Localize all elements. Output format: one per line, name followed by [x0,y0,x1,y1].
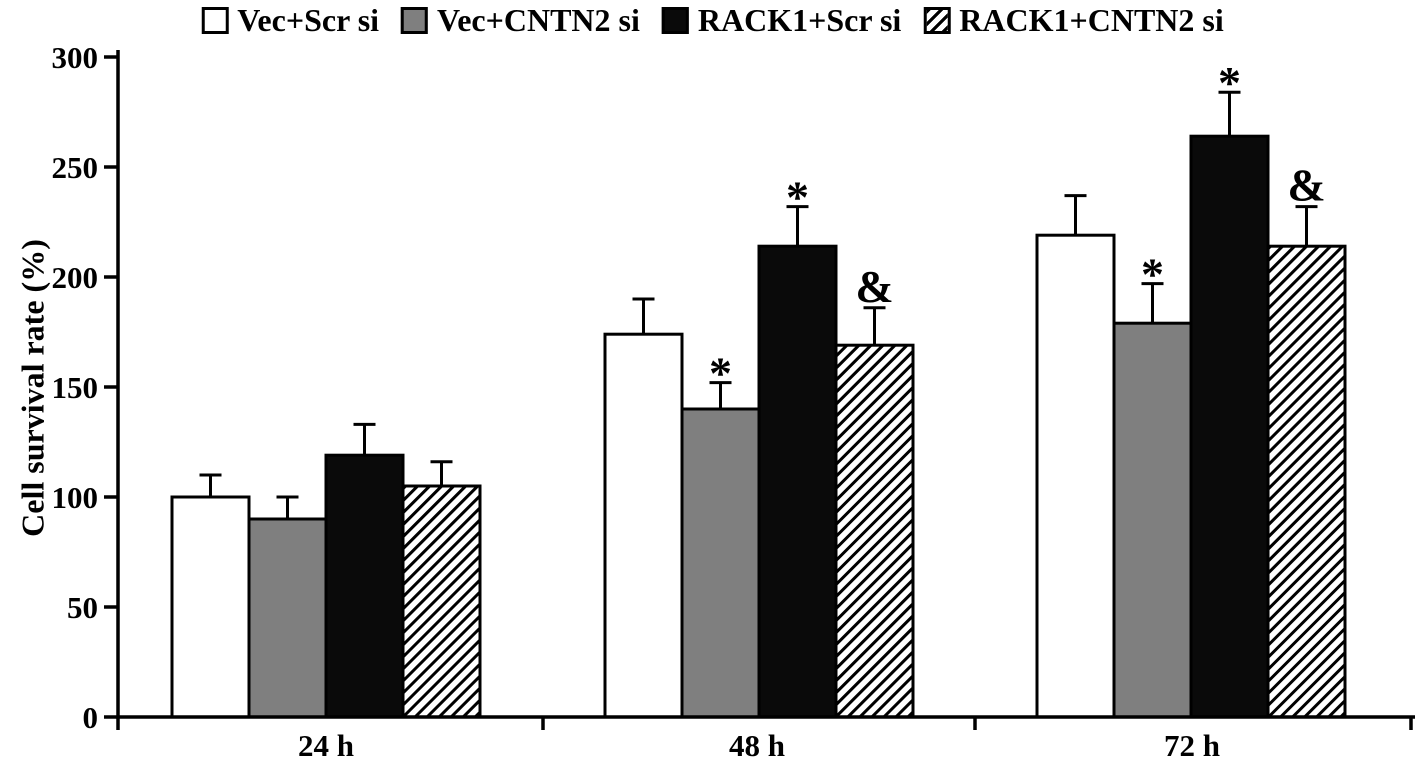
y-tick-label: 0 [83,700,99,735]
legend-label: RACK1+CNTN2 si [959,2,1224,38]
error-bar [353,422,376,456]
bar-black-72h [1189,134,1270,719]
legend-label: RACK1+Scr si [697,2,902,38]
error-bar [786,205,809,247]
legend-item-4: RACK1+CNTN2 si [923,2,1224,39]
legend-swatch-black [661,7,689,34]
significance-annotation: * [786,172,809,223]
bar-hatch-72h [1266,244,1347,719]
error-bar [863,306,886,346]
error-bar [430,460,453,486]
legend-label: Vec+CNTN2 si [437,2,640,38]
y-tick-label: 300 [52,40,99,75]
y-tick-label: 50 [67,590,98,625]
legend-item-1: Vec+Scr si [201,2,379,39]
x-category-label: 72 h [1164,728,1220,763]
legend-item-2: Vec+CNTN2 si [401,2,640,39]
legend-swatch-white [201,7,229,34]
error-bar [199,473,222,497]
bar-white-24h [170,495,251,719]
bar-white-72h [1035,233,1116,719]
bar-hatch-48h [834,343,915,719]
error-bar [276,495,299,519]
error-bar [1141,282,1164,324]
error-bar [632,297,655,335]
y-tick-label: 100 [52,480,99,515]
x-category-label: 24 h [298,728,354,763]
significance-annotation: & [1287,160,1325,211]
bar-hatch-24h [401,484,482,719]
significance-annotation: * [709,348,732,399]
legend-swatch-gray [401,7,429,34]
significance-annotation: & [855,261,893,312]
error-bar [1064,194,1087,236]
bar-black-48h [757,244,838,719]
significance-annotation: * [1218,57,1241,108]
y-tick-label: 150 [52,370,99,405]
error-bar [1218,90,1241,137]
bar-gray-48h [680,407,761,719]
y-tick-label: 200 [52,260,99,295]
y-tick-label: 250 [52,150,99,185]
bar-black-24h [324,453,405,719]
bar-gray-72h [1112,321,1193,719]
bar-white-48h [603,332,684,719]
legend-label: Vec+Scr si [237,2,380,38]
x-category-label: 48 h [729,728,785,763]
bar-gray-24h [247,517,328,719]
significance-annotation: * [1141,249,1164,300]
legend-item-3: RACK1+Scr si [661,2,902,39]
error-bar [709,381,732,409]
chart-legend: Vec+Scr si Vec+CNTN2 si RACK1+Scr si RACK1+… [201,2,1224,39]
legend-swatch-hatch [923,7,951,34]
error-bar [1295,205,1318,247]
